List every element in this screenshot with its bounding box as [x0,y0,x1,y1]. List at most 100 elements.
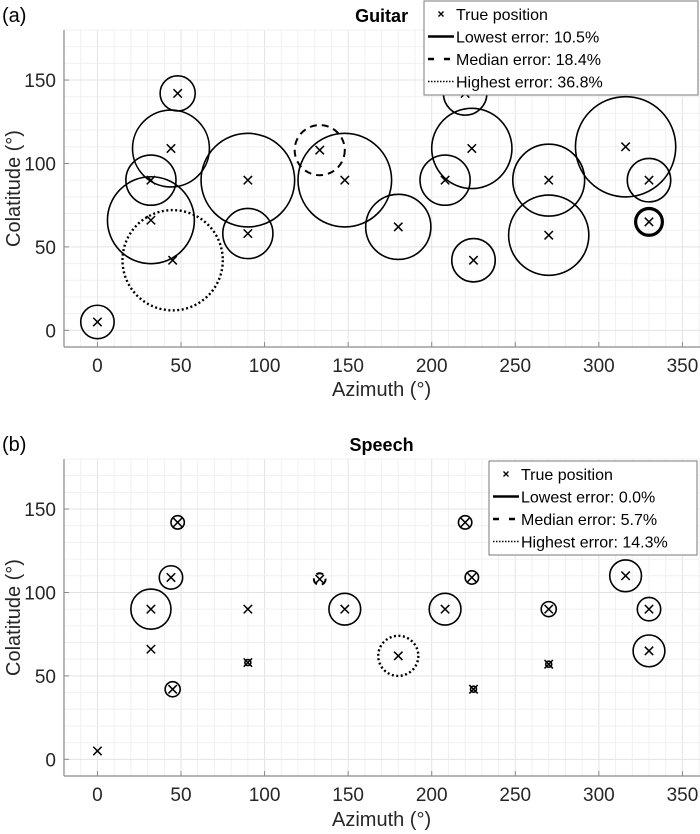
true-position-marker [393,651,404,661]
marker-stroke [467,143,477,154]
x-tick-label: 200 [416,785,448,806]
y-tick-label: 50 [35,667,56,688]
error-circle [364,193,432,261]
legend-marker-icon [503,471,509,477]
error-circle [377,634,420,678]
true-position-marker [460,517,470,528]
marker-stroke [467,572,477,583]
error-circle [170,514,186,530]
legend-label: Highest error: 14.3% [521,535,668,552]
x-tick-label: 150 [332,356,364,377]
error-circle [221,207,274,260]
legend: True position Lowest error: 10.5% Median e… [423,0,699,96]
error-circle [634,206,664,237]
chart-panel-speech: 0 50 100 150 200 250 300 350 0 50 100 150 Azimuth (°… [2,434,700,831]
true-position-marker [340,604,350,614]
true-position-marker [172,517,183,528]
true-position-marker [543,230,554,240]
true-position-marker [467,143,477,154]
legend-label: True position [521,467,613,484]
true-position-marker [243,604,253,614]
y-tick-label: 50 [35,238,56,259]
marker-stroke [146,644,156,654]
true-position-marker [146,604,156,614]
x-axis-label: Azimuth (°) [332,809,431,831]
true-position-marker [172,88,183,99]
error-circle [131,109,211,188]
error-circle [636,596,662,622]
true-position-marker [468,684,479,694]
marker-stroke [340,175,350,185]
y-tick-label: 150 [24,71,56,92]
error-circle [125,154,177,207]
error-circle [106,175,196,265]
chart-title: Speech [350,435,414,455]
error-circle [450,237,497,283]
x-tick-label: 0 [92,356,103,377]
legend-label: Lowest error: 10.5% [456,30,599,47]
true-position-marker [393,222,404,232]
true-position-marker [644,646,654,656]
marker-stroke [393,651,404,661]
x-tick-label: 100 [249,356,281,377]
true-position-marker [467,572,477,583]
x-axis-label: Azimuth (°) [332,379,431,401]
x-tick-label: 250 [499,356,531,377]
true-position-marker [543,604,554,614]
marker-stroke [314,574,325,584]
true-position-marker [243,657,253,668]
true-position-marker [92,317,103,327]
true-position-marker [440,175,450,185]
legend-label: Lowest error: 0.0% [521,490,655,507]
true-position-marker [243,228,253,239]
y-tick-label: 0 [45,750,56,771]
data-points [79,70,677,340]
error-circle [544,660,553,669]
error-circle [632,634,666,668]
y-tick-label: 100 [24,583,56,604]
x-tick-label: 200 [416,356,448,377]
panel-label: (a) [2,5,26,27]
error-circle [464,569,480,585]
error-circle [293,124,346,177]
marker-stroke [172,88,183,99]
legend-label: True position [456,7,548,24]
x-tick-label: 50 [170,356,191,377]
true-position-marker [620,571,631,581]
legend-label: Median error: 18.4% [456,52,601,69]
true-position-marker [146,215,156,225]
error-circle [428,592,462,626]
true-position-marker [468,255,479,265]
marker-stroke [167,255,178,265]
true-position-marker [440,604,450,614]
true-position-marker [543,659,554,669]
legend-marker-icon [438,11,444,17]
marker-stroke [314,145,325,155]
true-position-marker [146,644,156,654]
legend-box [488,460,698,556]
grid [63,29,700,348]
error-circle [130,588,172,631]
marker-stroke [340,604,350,614]
true-position-marker [644,604,654,614]
marker-stroke [166,572,176,583]
true-position-marker [314,145,325,155]
marker-stroke [92,746,103,756]
y-tick-label: 0 [45,321,56,342]
true-position-marker [167,255,178,265]
marker-stroke [543,230,554,240]
marker-stroke [468,255,479,265]
marker-stroke [92,317,103,327]
true-position-marker [644,217,654,227]
true-position-marker [340,175,350,185]
x-tick-label: 300 [583,356,615,377]
legend-label: Highest error: 36.8% [456,75,603,92]
error-circle [457,514,473,530]
legend-label: Median error: 5.7% [521,512,657,529]
marker-stroke [543,659,554,669]
true-position-marker [644,175,654,185]
error-circle [121,208,224,312]
marker-stroke [243,604,253,614]
marker-stroke [393,222,404,232]
